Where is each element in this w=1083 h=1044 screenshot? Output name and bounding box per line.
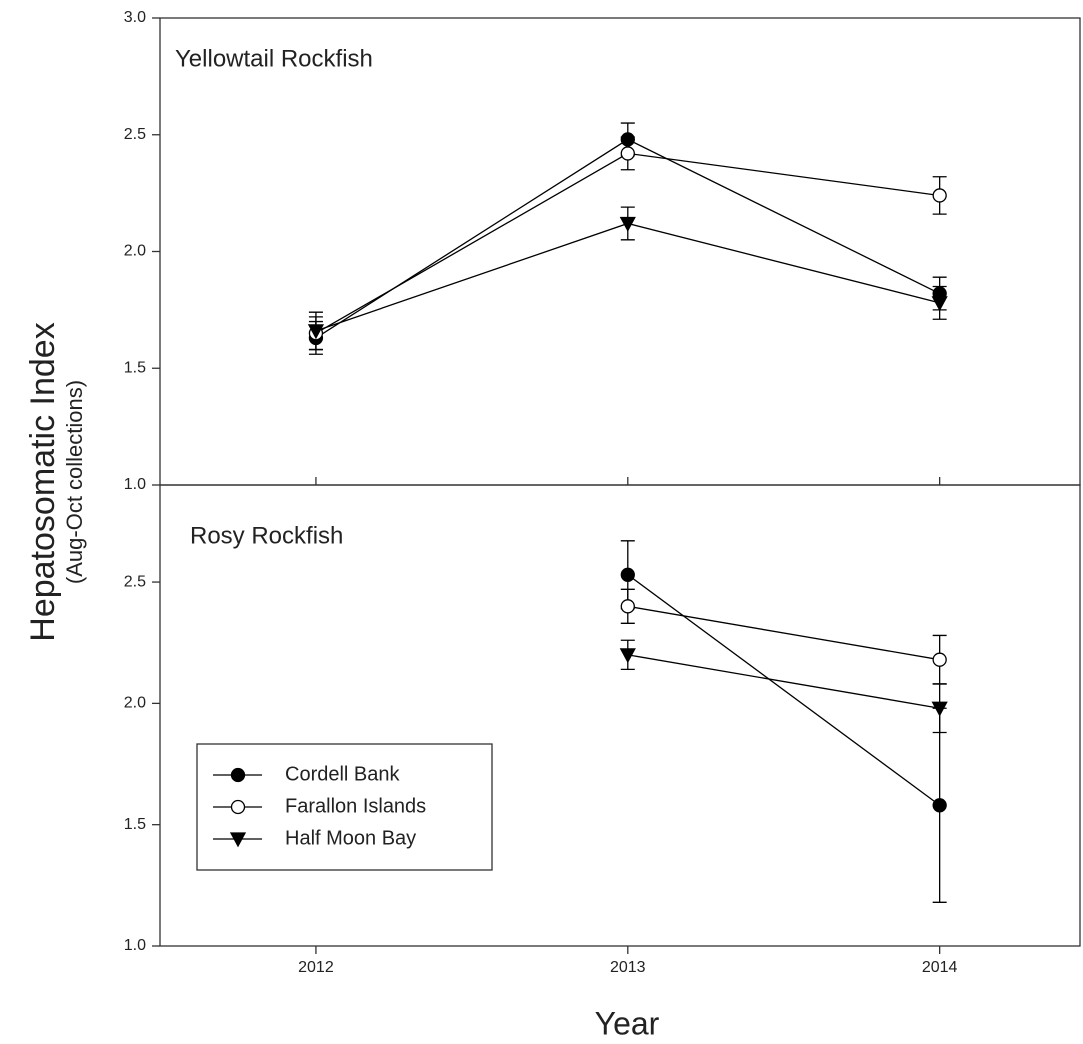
marker [230, 799, 246, 815]
series-line [627, 605, 940, 661]
panel-title: Yellowtail Rockfish [175, 45, 373, 72]
y-tick-label: 2.5 [124, 573, 146, 590]
series-line [627, 574, 941, 806]
panel-title: Rosy Rockfish [190, 522, 343, 549]
marker [932, 652, 947, 667]
x-tick-label: 2013 [610, 959, 646, 976]
x-tick-label: 2012 [298, 959, 334, 976]
x-axis-label: Year [595, 1005, 660, 1041]
y-tick-label: 2.0 [124, 695, 146, 712]
marker [620, 146, 635, 161]
y-tick-label: 3.0 [124, 9, 146, 26]
marker [620, 132, 635, 147]
y-tick-label: 2.0 [124, 243, 146, 260]
series-line [627, 654, 940, 709]
y-tick-label: 1.5 [124, 359, 146, 376]
x-tick-label: 2014 [922, 959, 958, 976]
legend-label: Half Moon Bay [285, 827, 416, 849]
y-tick-label: 1.5 [124, 816, 146, 833]
y-tick-label: 2.5 [124, 126, 146, 143]
marker [230, 767, 246, 783]
marker [619, 216, 636, 232]
marker [620, 599, 635, 614]
y-tick-label: 1.0 [124, 476, 146, 493]
marker [931, 701, 948, 717]
marker [619, 648, 636, 664]
plot-frame [159, 484, 1081, 947]
legend-label: Farallon Islands [285, 795, 426, 817]
legend-label: Cordell Bank [285, 763, 401, 785]
y-axis-sublabel: (Aug-Oct collections) [62, 380, 87, 584]
series-line [315, 152, 940, 334]
marker [620, 567, 635, 582]
plot-frame [159, 17, 1081, 486]
marker [229, 832, 247, 848]
marker [931, 296, 948, 312]
marker [307, 324, 325, 340]
y-axis-label: Hepatosomatic Index [24, 322, 62, 641]
marker [932, 798, 947, 813]
y-tick-label: 1.0 [124, 937, 146, 954]
marker [932, 188, 947, 203]
